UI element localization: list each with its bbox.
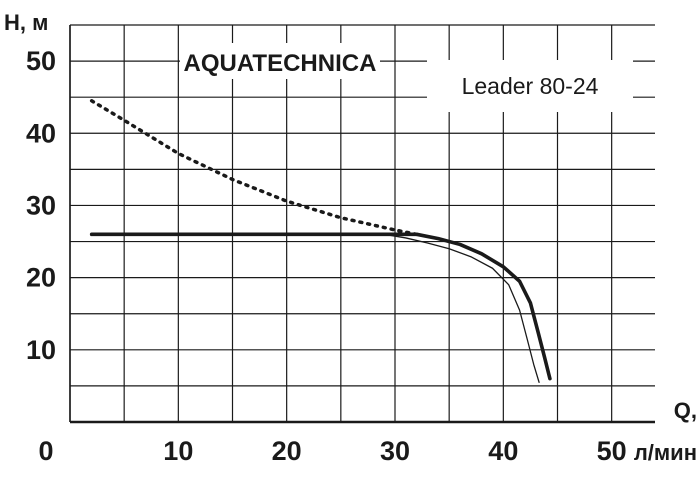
tick-labels: 0 10 20 30 40 50 10 20 30 40 50	[26, 46, 627, 466]
y-tick-label: 10	[26, 335, 56, 365]
x-tick-label: 20	[272, 436, 302, 466]
series-line-thick	[89, 232, 552, 381]
x-tick-label: 50	[597, 436, 627, 466]
brand-label-background	[180, 43, 380, 79]
series-line-dotted	[89, 99, 419, 237]
model-label-background	[427, 60, 633, 112]
y-tick-label: 20	[26, 263, 56, 293]
brand-label: AQUATECHNICA	[184, 50, 377, 77]
x-tick-label: 40	[488, 436, 518, 466]
x-tick-label: 10	[163, 436, 193, 466]
label-boxes	[180, 43, 633, 112]
y-axis-title: H, м	[4, 10, 48, 35]
model-label: Leader 80-24	[462, 73, 599, 99]
y-tick-label: 50	[26, 46, 56, 76]
x-axis-title: Q, л/мин	[634, 398, 697, 465]
x-tick-label: 0	[38, 436, 53, 466]
y-tick-label: 30	[26, 190, 56, 220]
series-lines	[89, 99, 552, 383]
x-tick-label: 30	[380, 436, 410, 466]
y-tick-label: 40	[26, 118, 56, 148]
series-line-thin	[383, 233, 540, 383]
